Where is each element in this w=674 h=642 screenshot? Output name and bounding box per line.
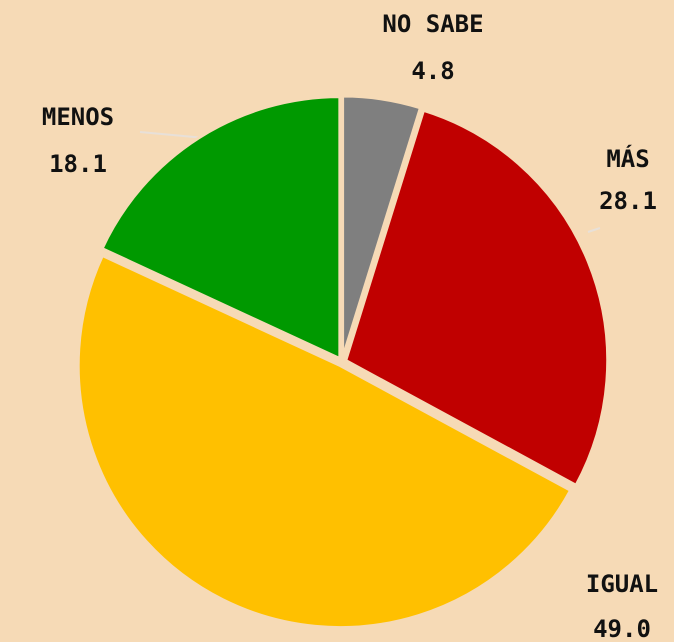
pie-slice xyxy=(76,253,573,630)
slice-value: 4.8 xyxy=(411,57,454,85)
slice-value: 28.1 xyxy=(599,187,657,215)
slice-label: NO SABE xyxy=(382,10,483,38)
slice-label: MENOS xyxy=(42,103,114,131)
slice-label: IGUAL xyxy=(586,570,658,598)
slice-label: MÁS xyxy=(606,144,649,173)
pie-slice xyxy=(343,108,610,488)
pie-slice xyxy=(341,94,423,359)
pie-slice xyxy=(100,95,342,361)
leader-line xyxy=(587,227,601,233)
slice-value: 18.1 xyxy=(49,150,107,178)
slice-value: 49.0 xyxy=(593,615,651,642)
leader-line xyxy=(139,131,206,139)
